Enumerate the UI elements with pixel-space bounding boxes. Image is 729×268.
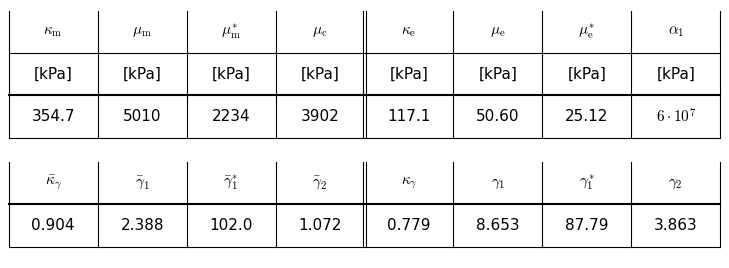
Text: $\bar{\gamma}_{1}$: $\bar{\gamma}_{1}$ xyxy=(135,175,149,191)
Text: 102.0: 102.0 xyxy=(209,218,253,233)
Text: $\mu_{\mathrm{c}}$: $\mu_{\mathrm{c}}$ xyxy=(312,24,328,39)
Text: $\mu_{\mathrm{m}}^{*}$: $\mu_{\mathrm{m}}^{*}$ xyxy=(221,23,241,41)
Text: $\gamma_{1}$: $\gamma_{1}$ xyxy=(491,176,505,191)
Text: $\bar{\gamma}_{1}^{*}$: $\bar{\gamma}_{1}^{*}$ xyxy=(224,174,238,192)
Text: $\kappa_{\mathrm{e}}$: $\kappa_{\mathrm{e}}$ xyxy=(402,24,416,39)
Text: 87.79: 87.79 xyxy=(565,218,609,233)
Text: 50.60: 50.60 xyxy=(476,109,520,124)
Text: $\mu_{\mathrm{e}}^{*}$: $\mu_{\mathrm{e}}^{*}$ xyxy=(578,23,596,41)
Text: $\kappa_{\gamma}$: $\kappa_{\gamma}$ xyxy=(401,175,417,191)
Text: [kPa]: [kPa] xyxy=(34,67,73,82)
Text: 3902: 3902 xyxy=(300,109,340,124)
Text: [kPa]: [kPa] xyxy=(122,67,162,82)
Text: [kPa]: [kPa] xyxy=(656,67,695,82)
Text: [kPa]: [kPa] xyxy=(567,67,607,82)
Text: 5010: 5010 xyxy=(123,109,161,124)
Text: $\alpha_{1}$: $\alpha_{1}$ xyxy=(668,24,684,39)
Text: $\gamma_{2}$: $\gamma_{2}$ xyxy=(668,176,683,191)
Text: $6 \cdot 10^{7}$: $6 \cdot 10^{7}$ xyxy=(655,107,696,126)
Text: [kPa]: [kPa] xyxy=(478,67,518,82)
Text: 0.779: 0.779 xyxy=(387,218,431,233)
Text: $\gamma_{1}^{*}$: $\gamma_{1}^{*}$ xyxy=(579,174,595,192)
Text: $\bar{\gamma}_{2}$: $\bar{\gamma}_{2}$ xyxy=(312,175,328,191)
Text: 3.863: 3.863 xyxy=(654,218,698,233)
Text: 2234: 2234 xyxy=(212,109,250,124)
Text: 354.7: 354.7 xyxy=(31,109,75,124)
Text: [kPa]: [kPa] xyxy=(211,67,251,82)
Text: 0.904: 0.904 xyxy=(31,218,75,233)
Text: 1.072: 1.072 xyxy=(298,218,342,233)
Text: $\bar{\kappa}_{\gamma}$: $\bar{\kappa}_{\gamma}$ xyxy=(44,174,62,192)
Text: 8.653: 8.653 xyxy=(476,218,520,233)
Text: $\kappa_{\mathrm{m}}$: $\kappa_{\mathrm{m}}$ xyxy=(44,24,63,39)
Text: $\mu_{\mathrm{m}}$: $\mu_{\mathrm{m}}$ xyxy=(132,24,152,39)
Text: [kPa]: [kPa] xyxy=(300,67,340,82)
Text: 25.12: 25.12 xyxy=(565,109,609,124)
Text: $\mu_{\mathrm{e}}$: $\mu_{\mathrm{e}}$ xyxy=(490,24,506,39)
Text: 2.388: 2.388 xyxy=(120,218,164,233)
Text: [kPa]: [kPa] xyxy=(389,67,429,82)
Text: 117.1: 117.1 xyxy=(387,109,431,124)
